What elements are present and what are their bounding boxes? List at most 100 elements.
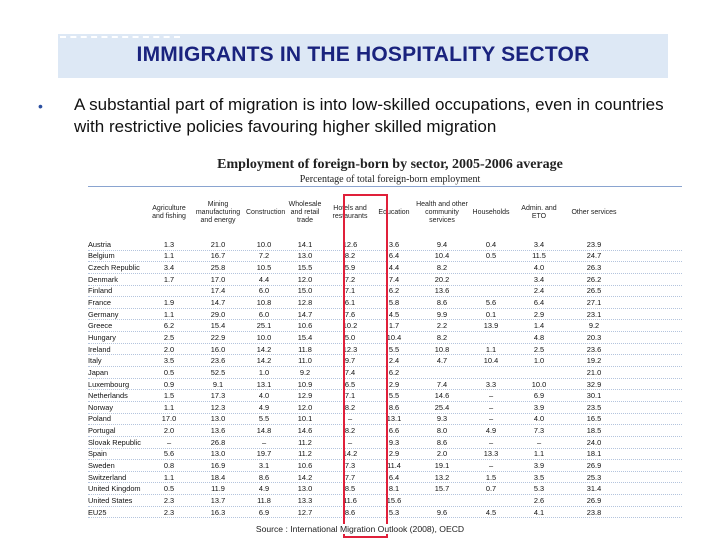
value-cell: 3.5 — [533, 472, 545, 482]
value-cell: 6.4 — [388, 251, 400, 261]
value-cell: 14.6 — [297, 426, 313, 436]
table-row: Greece 6.2 15.4 25.1 10.6 10.2 1.7 2.2 13.9 1.4 9.… — [88, 320, 682, 333]
value-cell: 12.0 — [297, 402, 313, 412]
value-cell: 7.6 — [344, 309, 356, 319]
table-top-rule — [88, 186, 682, 187]
value-cell: 3.3 — [485, 379, 497, 389]
value-cell: 24.0 — [586, 437, 602, 447]
value-cell: 11.2 — [298, 449, 312, 459]
value-cell: 6.9 — [533, 391, 545, 401]
value-cell: 1.0 — [533, 356, 545, 366]
value-cell: 23.6 — [210, 356, 226, 366]
figure-title: Employment of foreign-born by sector, 20… — [217, 157, 563, 172]
value-cell: 6.5 — [344, 379, 356, 389]
value-cell: 15.0 — [297, 286, 313, 296]
country-cell: United States — [88, 495, 133, 505]
value-cell: 7.2 — [258, 251, 270, 261]
value-cell: 1.1 — [485, 344, 497, 354]
value-cell: 19.7 — [256, 449, 272, 459]
value-cell: 2.0 — [163, 344, 175, 354]
value-cell: 6.4 — [388, 472, 400, 482]
value-cell: 10.4 — [386, 332, 402, 342]
country-cell: Switzerland — [88, 472, 127, 482]
value-cell: 20.2 — [434, 274, 450, 284]
value-cell: 15.4 — [210, 321, 226, 331]
value-cell: 11.2 — [298, 437, 312, 447]
country-cell: Netherlands — [88, 391, 128, 401]
value-cell: 6.9 — [258, 507, 270, 517]
table-row: EU25 2.3 16.3 6.9 12.7 8.6 5.3 9.6 4.5 4.1 23.8 — [88, 507, 682, 519]
value-cell: 17.4 — [210, 286, 226, 296]
value-cell: 8.2 — [436, 332, 448, 342]
value-cell: 1.1 — [163, 251, 175, 261]
column-header: Agriculture and fishing — [152, 205, 186, 220]
table-row: Slovak Republic – 26.8 – 11.2 – 9.3 8.6 – – 24.0 — [88, 437, 682, 449]
value-cell: 20.3 — [586, 332, 602, 342]
value-cell: 1.1 — [163, 402, 175, 412]
value-cell: 7.1 — [344, 286, 356, 296]
value-cell: 5.6 — [485, 298, 497, 308]
country-cell: United Kingdom — [88, 484, 141, 494]
value-cell: 19.2 — [586, 356, 602, 366]
value-cell: 10.0 — [531, 379, 547, 389]
value-cell: 0.5 — [485, 251, 497, 261]
country-cell: Italy — [88, 356, 102, 366]
value-cell: 2.9 — [533, 309, 545, 319]
column-header: Health and other community services — [416, 201, 468, 224]
value-cell: 12.7 — [297, 507, 313, 517]
value-cell: – — [488, 414, 494, 424]
value-cell: 2.9 — [388, 449, 400, 459]
column-header: Other services — [571, 209, 617, 216]
value-cell: 7.4 — [344, 367, 356, 377]
value-cell: 3.6 — [388, 239, 400, 249]
value-cell: 27.1 — [586, 298, 602, 308]
value-cell: 6.4 — [533, 298, 545, 308]
value-cell: 7.3 — [533, 426, 545, 436]
value-cell: 0.4 — [485, 239, 497, 249]
value-cell: 6.0 — [258, 286, 270, 296]
value-cell: 1.4 — [533, 321, 545, 331]
value-cell: 3.4 — [163, 263, 175, 273]
value-cell: 16.3 — [210, 507, 226, 517]
value-cell: 4.9 — [485, 426, 497, 436]
value-cell: 2.4 — [533, 286, 545, 296]
value-cell: 1.7 — [163, 274, 175, 284]
value-cell: 8.6 — [258, 472, 270, 482]
value-cell: 32.9 — [586, 379, 602, 389]
value-cell: 5.3 — [533, 484, 545, 494]
value-cell: 10.9 — [297, 379, 313, 389]
value-cell: 8.2 — [344, 251, 356, 261]
column-header: Hotels and restaurants — [332, 205, 368, 220]
country-cell: Germany — [88, 309, 119, 319]
value-cell: 1.1 — [163, 309, 175, 319]
value-cell: 2.4 — [388, 356, 400, 366]
value-cell: 25.1 — [256, 321, 272, 331]
table-row: Ireland 2.0 16.0 14.2 11.8 12.3 5.5 10.8 1.1 2.5 2… — [88, 344, 682, 356]
value-cell: 10.8 — [434, 344, 450, 354]
value-cell: 18.4 — [210, 472, 226, 482]
data-table: Agriculture and fishing Mining manufactur… — [88, 186, 682, 519]
value-cell: 2.0 — [163, 426, 175, 436]
country-cell: Denmark — [88, 274, 118, 284]
value-cell: 18.5 — [586, 426, 602, 436]
value-cell: 10.5 — [256, 263, 272, 273]
slide-title: IMMIGRANTS IN THE HOSPITALITY SECTOR — [136, 43, 590, 66]
value-cell: 4.9 — [258, 484, 270, 494]
value-cell: 3.9 — [533, 402, 545, 412]
value-cell: 9.3 — [388, 437, 400, 447]
value-cell: 14.1 — [297, 239, 313, 249]
value-cell: 5.0 — [344, 332, 356, 342]
value-cell: 23.1 — [586, 309, 602, 319]
value-cell: 23.9 — [586, 239, 602, 249]
value-cell: 9.3 — [436, 414, 448, 424]
value-cell: 4.1 — [533, 507, 545, 517]
country-cell: Austria — [88, 239, 112, 249]
country-cell: Sweden — [88, 460, 115, 470]
value-cell: 14.7 — [297, 309, 313, 319]
value-cell: 10.6 — [297, 321, 313, 331]
value-cell: 11.8 — [298, 344, 312, 354]
value-cell: 1.0 — [258, 367, 270, 377]
value-cell: 8.5 — [344, 484, 356, 494]
value-cell: 1.7 — [388, 321, 400, 331]
value-cell: 2.3 — [163, 495, 175, 505]
